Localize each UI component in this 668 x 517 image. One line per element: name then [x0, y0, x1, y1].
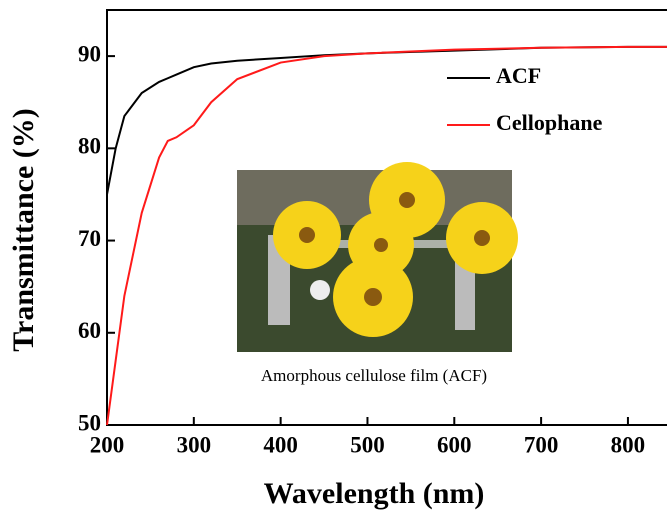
chart: Amorphous cellulose film (ACF) Wavelengt… — [0, 0, 668, 517]
y-tick-label: 70 — [78, 226, 101, 251]
y-tick-label: 80 — [78, 134, 101, 159]
inset-photo — [237, 162, 518, 352]
x-tick-label: 400 — [263, 432, 298, 457]
x-tick-label: 300 — [177, 432, 212, 457]
y-tick-label: 90 — [78, 41, 101, 66]
x-tick-label: 500 — [350, 432, 385, 457]
x-tick-label: 200 — [90, 432, 125, 457]
legend-label: Cellophane — [496, 110, 603, 135]
x-tick-label: 800 — [611, 432, 646, 457]
inset-caption: Amorphous cellulose film (ACF) — [261, 366, 487, 385]
legend-label: ACF — [496, 63, 541, 88]
y-tick-label: 60 — [78, 318, 101, 343]
x-tick-label: 700 — [524, 432, 559, 457]
x-tick-label: 600 — [437, 432, 472, 457]
x-axis-label: Wavelength (nm) — [264, 477, 485, 510]
y-axis-label: Transmittance (%) — [7, 108, 40, 352]
